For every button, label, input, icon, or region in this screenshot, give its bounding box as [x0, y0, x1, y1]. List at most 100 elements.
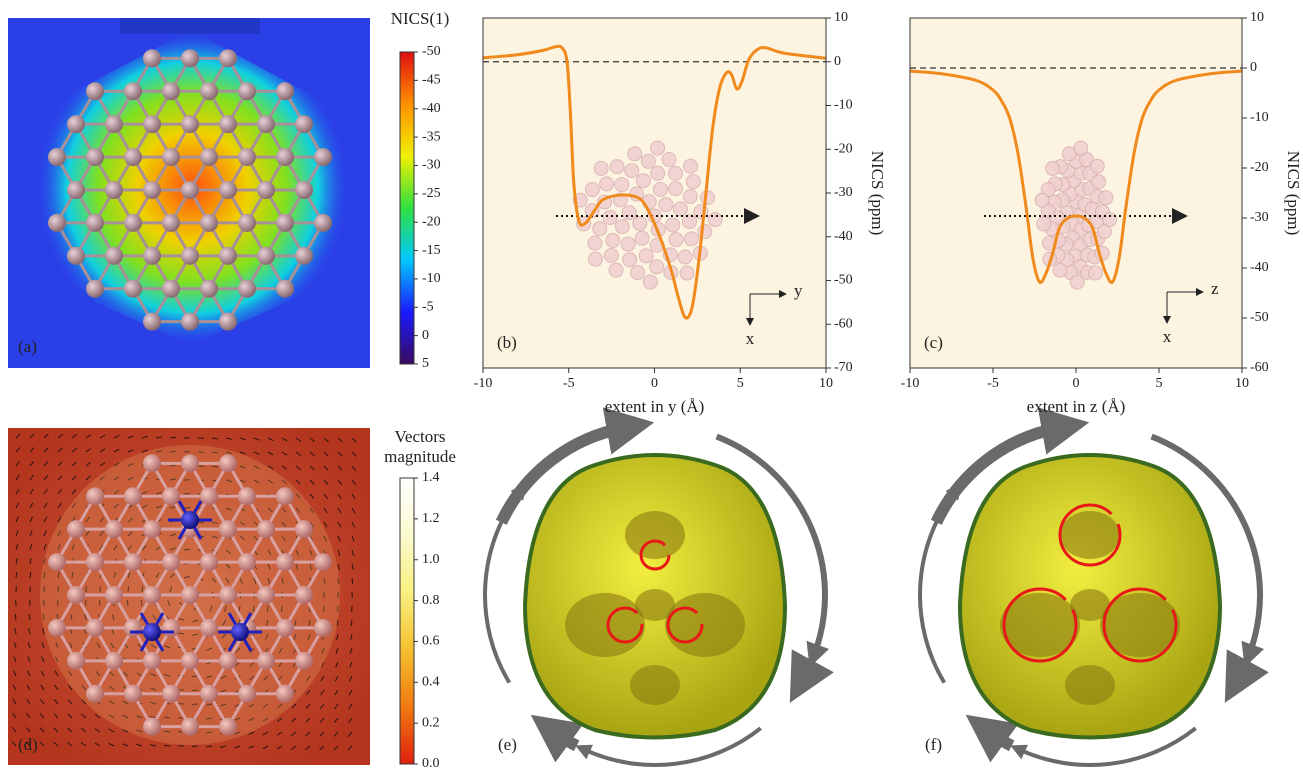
- vector-arrow: [323, 535, 327, 542]
- vector-arrow: [350, 633, 353, 640]
- inset-atom: [638, 248, 654, 264]
- vector-arrow: [28, 613, 31, 621]
- inset-atom: [588, 251, 604, 267]
- vector-arrow: [57, 502, 62, 509]
- vector-arrow: [54, 670, 59, 677]
- inset-atom: [602, 210, 618, 226]
- vector-arrow: [99, 448, 106, 453]
- vector-arrow: [113, 434, 120, 439]
- inset-atom: [1073, 140, 1089, 156]
- heatmap-dark-top: [120, 18, 260, 34]
- colorbar-tick-label: -25: [422, 186, 441, 201]
- vector-arrow: [137, 643, 143, 649]
- vector-arrow: [183, 548, 191, 551]
- colorbar-tick-label: 1.0: [422, 552, 440, 567]
- vector-atom: [67, 520, 85, 539]
- vector-arrow: [309, 535, 314, 542]
- vector-arrow: [249, 675, 255, 681]
- vector-atom: [48, 618, 66, 637]
- inset-atom: [605, 232, 621, 248]
- heatmap-atom: [162, 279, 180, 298]
- colorbar-tick-label: -20: [422, 214, 441, 229]
- heatmap-atom: [295, 115, 313, 134]
- vector-arrow: [239, 479, 246, 483]
- vector-arrow: [253, 577, 257, 584]
- heatmap-atom: [181, 115, 199, 134]
- heatmap-atom: [143, 49, 161, 68]
- vector-arrow: [239, 465, 246, 469]
- vector-arrow: [39, 713, 45, 719]
- vector-arrow: [15, 460, 21, 467]
- vector-arrow: [155, 546, 162, 551]
- vector-arrow: [169, 464, 177, 467]
- vector-atom: [162, 553, 180, 572]
- isosurface-hole: [1065, 665, 1115, 705]
- vector-arrow: [126, 599, 129, 607]
- vector-arrow: [169, 573, 175, 579]
- vector-arrow: [267, 549, 272, 556]
- vector-atom: [124, 553, 142, 572]
- isosurface-hole: [1100, 593, 1180, 657]
- vector-atom: [295, 520, 313, 539]
- vector-arrow: [29, 516, 34, 523]
- vector-arrow: [127, 462, 134, 467]
- vector-arrow: [141, 504, 148, 509]
- colorbar: [399, 477, 415, 765]
- vector-arrow: [305, 689, 311, 696]
- isosurface-hole: [665, 593, 745, 657]
- vector-atom: [105, 586, 123, 604]
- vector-arrow: [267, 465, 274, 470]
- vector-arrow: [41, 656, 45, 663]
- heatmap-atom: [143, 181, 161, 199]
- vector-arrow: [239, 451, 246, 455]
- rotation-arrow: [789, 649, 834, 703]
- vector-atom: [143, 454, 161, 473]
- vector-arrow: [295, 465, 301, 471]
- vector-arrow: [26, 684, 31, 691]
- vector-atom: [276, 487, 294, 506]
- vector-arrow: [67, 727, 73, 733]
- inset-atom: [587, 235, 603, 251]
- heatmap-atom: [257, 181, 275, 199]
- vector-arrow: [122, 714, 129, 719]
- heatmap-atom: [219, 49, 237, 68]
- vector-arrow: [155, 505, 162, 509]
- vector-arrow: [43, 571, 46, 579]
- vector-arrow: [309, 451, 315, 457]
- vector-arrow: [169, 506, 176, 509]
- y-tick-label: -20: [834, 141, 853, 156]
- vector-arrow: [234, 731, 241, 735]
- vector-arrow: [57, 516, 62, 523]
- heatmap-atom: [276, 148, 294, 167]
- y-tick-label: -40: [834, 229, 853, 244]
- vector-atom: [143, 586, 161, 604]
- vector-arrow: [323, 577, 326, 585]
- inset-atom: [1045, 160, 1061, 176]
- vector-arrow: [57, 461, 63, 467]
- vector-arrow: [267, 451, 274, 456]
- vector-arrow: [294, 619, 297, 626]
- vector-arrow: [43, 530, 47, 537]
- inset-atom: [677, 249, 693, 265]
- inset-axis-label: y: [794, 281, 803, 300]
- heatmap-atom: [48, 148, 66, 167]
- vector-arrow: [152, 614, 157, 621]
- inset-atom: [603, 247, 619, 263]
- vector-arrow: [211, 437, 219, 440]
- vector-arrow: [225, 549, 232, 554]
- vector-arrow: [234, 661, 241, 667]
- inset-atom: [1069, 274, 1085, 290]
- vector-arrow: [351, 437, 357, 443]
- vector-arrow: [25, 727, 31, 733]
- panel-label: (f): [925, 735, 942, 754]
- inset-atom: [621, 205, 637, 221]
- vector-arrow: [108, 742, 115, 747]
- vector-arrow: [53, 741, 59, 747]
- vector-arrow: [71, 447, 77, 453]
- vector-arrow: [277, 675, 283, 681]
- vector-arrow: [337, 451, 343, 457]
- heatmap-atom: [181, 49, 199, 68]
- vector-arrow: [127, 585, 130, 593]
- vector-arrow: [225, 563, 231, 569]
- ring-current: [1002, 587, 1078, 663]
